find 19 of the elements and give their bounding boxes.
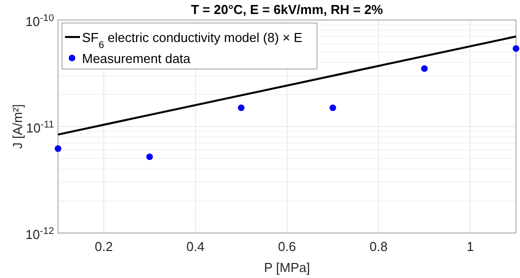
point bbox=[238, 104, 244, 112]
point bbox=[146, 153, 153, 160]
y-axis-title: J [A/m²] bbox=[10, 104, 25, 149]
x-tick-label: 0.4 bbox=[186, 239, 204, 254]
x-tick-label: 0.2 bbox=[94, 239, 113, 254]
point bbox=[330, 104, 336, 112]
x-tick-label: 1 bbox=[466, 239, 474, 254]
y-tick-label: 10$^{-12}$ bbox=[25, 226, 54, 242]
chart-title: T = 20°C, E = 6kV/mm, RH = 2% bbox=[191, 2, 384, 17]
point bbox=[54, 145, 62, 152]
legend-label: SF$_{6}$ electric conductivity model (8) × E bbox=[82, 30, 303, 50]
x-axis-title: P [MPa] bbox=[264, 260, 310, 275]
x-tick-label: 0.6 bbox=[278, 239, 296, 254]
point bbox=[421, 65, 428, 72]
legend-label: Measurement data bbox=[82, 51, 192, 66]
y-tick-label: 10$^{-10}$ bbox=[25, 12, 55, 29]
point bbox=[512, 45, 520, 52]
x-tick-label: 0.8 bbox=[370, 239, 388, 254]
y-tick-label: 10$^{-11}$ bbox=[26, 119, 54, 136]
